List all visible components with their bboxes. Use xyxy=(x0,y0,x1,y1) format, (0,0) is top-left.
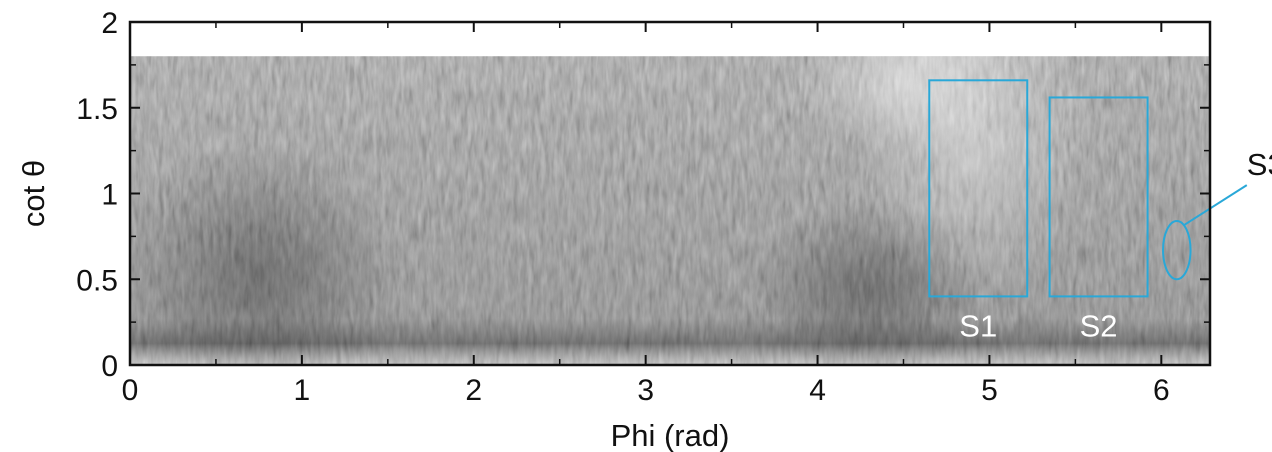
x-tick-label: 6 xyxy=(1153,374,1170,407)
annotations: S1 S2 S3 xyxy=(928,79,1272,343)
y-tick-label: 0.5 xyxy=(76,264,118,297)
y-tick-label: 1.5 xyxy=(76,93,118,126)
heatmap-image xyxy=(130,56,1210,366)
y-axis-title: cot θ xyxy=(16,160,51,227)
region-s2-label: S2 xyxy=(1080,308,1118,343)
x-tick-label: 5 xyxy=(981,374,998,407)
x-tick-label: 2 xyxy=(465,374,482,407)
y-tick-label: 2 xyxy=(101,7,118,40)
x-axis-title: Phi (rad) xyxy=(611,418,730,452)
region-s3-label: S3 xyxy=(1247,147,1272,182)
region-s1-label: S1 xyxy=(959,308,997,343)
plot-area xyxy=(130,56,1210,366)
region-s2-box xyxy=(1048,96,1149,298)
region-s3-leader xyxy=(1183,184,1248,227)
y-tick-label: 1 xyxy=(101,179,118,212)
region-s3-ellipse xyxy=(1162,219,1192,281)
ticks: 0 1 2 3 4 5 6 0 0.5 1 1.5 2 xyxy=(76,7,1210,407)
x-tick-label: 4 xyxy=(809,374,826,407)
x-tick-label: 1 xyxy=(294,374,311,407)
y-tick-label: 0 xyxy=(101,350,118,383)
x-tick-label: 0 xyxy=(122,374,139,407)
region-s1-box xyxy=(928,79,1029,298)
x-tick-label: 3 xyxy=(637,374,654,407)
